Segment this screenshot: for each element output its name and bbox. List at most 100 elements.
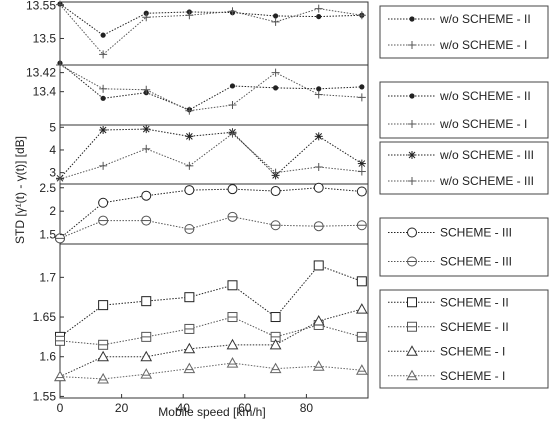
panel-5-series-1-point [184,292,195,303]
panel-5-series-1-point [98,300,109,311]
x-tick-label: 0 [57,401,64,415]
panel-5-series-1-point [356,276,367,287]
panel-2-series-2-line [59,64,362,112]
panel-4-y-tick-label: 2 [49,204,56,218]
x-tick-label: 80 [300,401,314,415]
legend-2-entry-1-marker [409,93,415,99]
panel-4-series-2-point [141,215,152,226]
panel-5-series-4-point [183,362,196,374]
panel-2-series-2-point [314,90,323,99]
panel-1-series-2-point [314,4,323,13]
legend-4-entry-2-label: SCHEME - III [440,255,512,269]
panel-3-y-tick-label: 3 [49,166,56,180]
y-axis-title: STD [γ¹(t) - γ(t)] [dB] [13,136,27,244]
legend-1-entry-2-label: w/o SCHEME - I [439,38,527,52]
panel-5-y-tick-label: 1.65 [33,310,57,324]
legend-2-entry-2-label: w/o SCHEME - I [439,117,527,131]
panel-4-series-1-point [313,182,324,193]
panel-2-series-2-point [56,61,64,69]
legend-5-entry-4-marker [406,369,418,381]
panel-4-series-2-point [227,211,238,222]
panel-3-y-tick-label: 4 [49,143,56,157]
legend-1-entry-1-label: w/o SCHEME - II [439,12,531,26]
panel-4-series-1-point [141,190,152,201]
panel-5-y-tick-label: 1.6 [39,350,56,364]
panel-5-series-4-point [269,362,282,374]
legend-5-entry-3-marker [406,345,418,356]
legend-5-entry-2-marker [407,321,417,332]
panel-5-series-4-point [355,364,368,375]
panel-5-series-3-point [269,338,282,350]
panel-5-series-2-point [55,335,65,346]
panel-2-series-2-point [271,68,280,77]
legend-4-box [379,217,549,277]
panel-3-series-2-point [314,162,323,171]
legend-4-entry-2-marker [407,256,417,267]
legend-5-entry-4-label: SCHEME - I [440,369,505,383]
panel-2-series-2-point [357,93,366,102]
panel-5-series-3-line [59,308,362,378]
panel-4-series-1-point [356,186,367,197]
plot-frames [59,1,369,399]
legend-5-entry-2-label: SCHEME - II [440,320,509,334]
panel-5-series-3-point [226,338,239,350]
panel-4-y-tick-label: 2.5 [39,181,56,195]
x-tick-label: 60 [238,401,252,415]
panel-5-series-3-point [140,350,153,362]
legend-3-entry-2-marker [408,177,416,185]
panel-2-series-1-point [316,86,322,92]
panel-5-series-2-point [356,331,367,342]
panel-2-series-2-point [185,106,194,115]
x-tick-label: 40 [177,401,191,415]
legend-4-entry-1-marker [407,227,417,238]
legend-5-entry-1-label: SCHEME - II [440,295,509,309]
panel-1-series-2-point [142,13,151,22]
panel-1-series-2-point [56,0,64,9]
panel-3-series-1-point [99,125,108,134]
panel-2-series-1-point [229,83,236,89]
legend-2-box [379,81,549,139]
panel-3-y-tick-label: 5 [49,120,56,134]
panel-3-series-2-point [185,161,194,170]
legend-3-entry-1-label: w/o SCHEME - III [439,148,534,162]
panel-1-y-tick-label: 13.5 [33,31,57,45]
panel-5-y-tick-label: 1.7 [39,270,56,284]
panel-4-series-2-point [270,220,281,231]
panel-5-series-1-line [59,264,363,338]
panel-5-series-3-point [312,314,325,326]
legend-4-entry-1-label: SCHEME - III [440,226,512,240]
panel-1-series-2-point [185,11,194,20]
panel-1-series-2-point [228,7,237,16]
panel-2-series-1-point [100,95,106,101]
axis-ticks: 13.5 13.55 13.4 13.42 3 4 5 1.5 2 2.5 1.55 1.6 1.65 1… [26,0,313,415]
panel-4-frame [59,183,369,245]
panel-3-series-2-point [142,144,151,153]
panel-3-series-2-point [357,167,366,176]
panel-5-series-2-line [59,316,362,346]
panel-2-series-2-point [99,84,108,93]
legend-1-entry-2-marker [408,41,416,49]
panel-1-series-2-line [59,4,362,56]
panel-1-series-1-line [59,3,362,36]
series-lines [59,3,363,380]
panel-5-series-4-point [312,360,325,371]
panel-3-series-2-point [56,175,64,184]
panel-5-series-4-point [226,357,239,368]
panel-5-series-1-point [313,260,324,271]
panel-5-series-4-point [54,370,66,382]
panel-1-series-2-point [99,50,108,59]
panel-2-series-1-line [59,62,362,111]
panel-4-series-2-point [356,220,367,231]
panel-2-series-1-point [359,84,365,90]
panel-2-y-tick-label: 13.4 [33,85,57,99]
panel-3-series-1-line [59,128,363,179]
panel-4-series-1-point [227,184,238,195]
panel-5-series-3-point [97,350,109,362]
panel-3-series-2-point [271,168,280,177]
panel-3-series-2-point [228,129,237,138]
panel-4-series-2-point [313,221,324,232]
legend-2-entry-1-label: w/o SCHEME - II [439,89,531,103]
panel-4-series-1-point [270,186,281,197]
